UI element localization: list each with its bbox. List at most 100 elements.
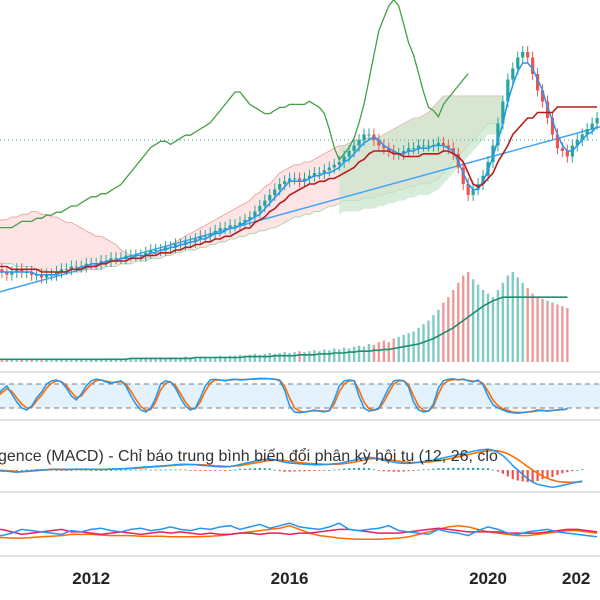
volume-bar: [372, 344, 376, 362]
candle-body: [129, 255, 133, 257]
macd-histogram-bar: [581, 469, 584, 471]
macd-histogram-bar: [348, 468, 351, 470]
candle-body: [412, 148, 416, 150]
candle-body: [536, 74, 540, 91]
volume-bar: [412, 331, 415, 362]
candle-body: [377, 140, 381, 146]
candle-body: [421, 145, 426, 147]
volume-bar: [223, 356, 227, 362]
volume-bar: [407, 333, 410, 362]
macd-histogram-bar: [323, 470, 326, 471]
candle-body: [268, 195, 272, 201]
volume-bar: [352, 346, 356, 362]
volume-bar: [511, 272, 514, 362]
volume-bar: [164, 358, 167, 362]
volume-bar: [546, 300, 549, 362]
macd-histogram-bar: [362, 467, 366, 470]
macd-histogram-bar: [273, 469, 276, 471]
volume-bar: [323, 349, 326, 362]
macd-histogram-bar: [526, 470, 529, 483]
stochastic-panel: [0, 377, 600, 414]
macd-histogram-bar: [407, 470, 410, 472]
volume-bar: [422, 324, 425, 362]
volume-bar: [204, 356, 207, 362]
volume-bar: [159, 357, 162, 362]
macd-histogram-bar: [452, 467, 455, 470]
volume-bar: [541, 299, 544, 362]
volume-bar: [333, 348, 336, 362]
volume-bar: [506, 275, 510, 362]
volume-bar: [476, 284, 480, 362]
macd-histogram-bar: [95, 470, 98, 471]
volume-bar: [278, 353, 281, 362]
candle-body: [144, 252, 148, 256]
macd-histogram-bar: [536, 470, 539, 481]
volume-bar: [561, 306, 564, 362]
candle-body: [565, 151, 569, 157]
volume-bar: [526, 288, 529, 362]
volume-bar: [357, 345, 361, 362]
candle-body: [253, 211, 257, 217]
candle-body: [416, 145, 421, 149]
macd-histogram-bar: [164, 469, 167, 471]
volume-bar: [457, 282, 460, 362]
volume-bar: [328, 350, 331, 362]
volume-bar: [80, 359, 83, 362]
macd-histogram-bar: [104, 470, 108, 471]
candle-body: [347, 151, 351, 157]
macd-histogram-bar: [412, 470, 415, 471]
volume-bar: [258, 354, 262, 362]
macd-histogram-bar: [521, 470, 524, 482]
macd-histogram-bar: [343, 468, 346, 470]
candle-body: [441, 142, 445, 146]
x-tick-label: 2016: [271, 569, 309, 588]
macd-histogram-bar: [209, 470, 212, 471]
panel-dividers: [0, 371, 600, 557]
volume-bar: [233, 355, 237, 362]
volume-bar: [144, 357, 147, 362]
volume-bar: [342, 347, 346, 362]
candle-body: [446, 145, 450, 149]
volume-bar: [30, 359, 33, 362]
volume-bar: [556, 304, 559, 362]
candle-body: [208, 233, 212, 237]
macd-histogram-bar: [70, 470, 73, 471]
macd-histogram-bar: [154, 469, 157, 471]
candle-body: [278, 184, 282, 190]
candle-body: [590, 123, 594, 129]
macd-histogram-bar: [462, 467, 465, 470]
volume-bar: [293, 352, 296, 362]
candle-body: [288, 178, 292, 182]
adx-line: [0, 524, 598, 541]
macd-histogram-bar: [174, 469, 177, 471]
candle-body: [526, 52, 530, 58]
candle-body: [332, 164, 336, 168]
candle-body: [99, 261, 103, 264]
candle-body: [322, 170, 326, 173]
macd-histogram-bar: [506, 470, 509, 477]
macd-panel-title: gence (MACD) - Chỉ báo trung bình biến đ…: [0, 447, 498, 465]
candle-body: [496, 123, 500, 146]
candle-body: [109, 258, 113, 261]
volume-bar: [50, 360, 53, 362]
candle-body: [426, 145, 431, 147]
macd-histogram-bar: [457, 467, 460, 470]
volume-bar: [481, 290, 485, 362]
macd-histogram-bar: [397, 470, 400, 472]
candle-body: [407, 148, 411, 151]
volume-bar: [90, 359, 93, 362]
volume-bar: [5, 359, 9, 362]
candle-body: [64, 269, 68, 271]
volume-bar: [218, 355, 222, 362]
candle-body: [312, 173, 316, 176]
macd-histogram-bar: [199, 470, 202, 471]
macd-histogram-bar: [189, 470, 192, 471]
candle-body: [595, 118, 599, 124]
macd-histogram-bar: [372, 469, 376, 471]
candle-body: [575, 140, 579, 146]
candle-body: [580, 134, 584, 140]
volume-bar: [273, 353, 276, 362]
macd-histogram-bar: [417, 469, 420, 471]
macd-histogram-bar: [25, 469, 28, 471]
